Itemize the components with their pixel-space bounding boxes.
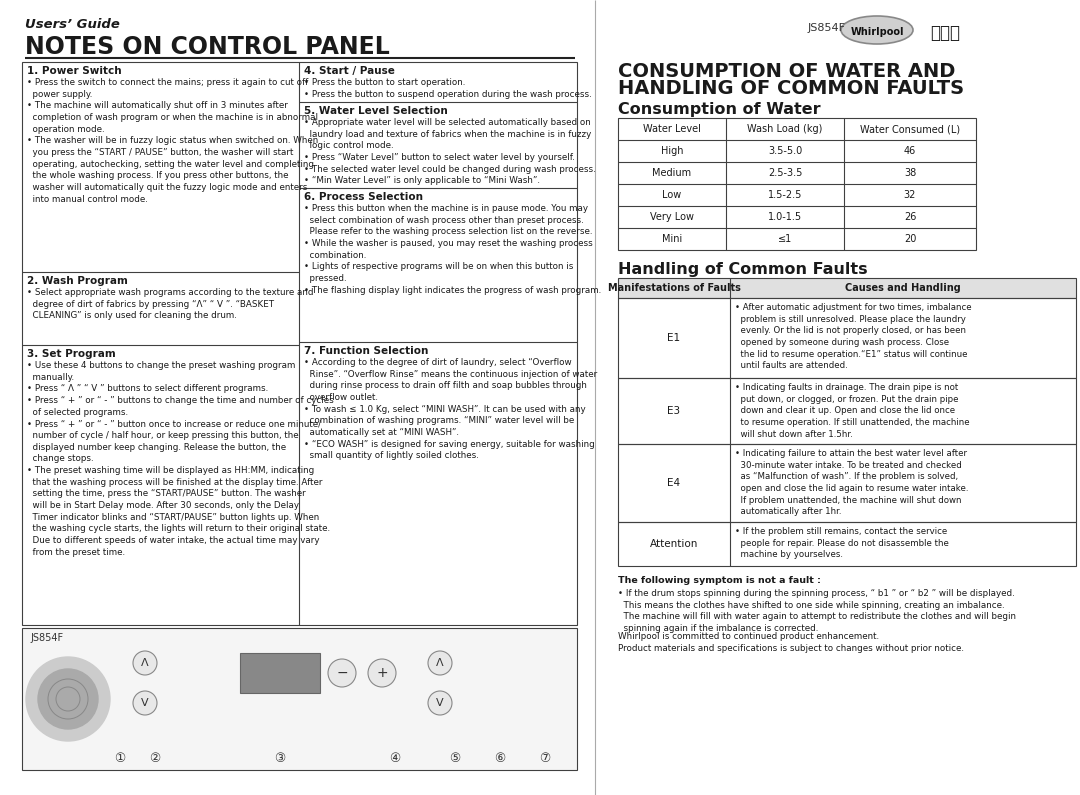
Text: 1. Power Switch: 1. Power Switch	[27, 66, 122, 76]
Text: Handling of Common Faults: Handling of Common Faults	[618, 262, 867, 277]
Text: 38: 38	[904, 168, 916, 178]
Text: ⑤: ⑤	[449, 751, 461, 765]
Text: ⑦: ⑦	[539, 751, 551, 765]
Text: 32: 32	[904, 190, 916, 200]
Text: 4. Start / Pause: 4. Start / Pause	[303, 66, 395, 76]
Text: E1: E1	[667, 333, 680, 343]
Text: Whirlpool: Whirlpool	[850, 27, 904, 37]
Ellipse shape	[841, 16, 913, 44]
Text: • If the problem still remains, contact the service
  people for repair. Please : • If the problem still remains, contact …	[735, 527, 949, 560]
Text: Very Low: Very Low	[650, 212, 694, 222]
Text: ⑥: ⑥	[495, 751, 505, 765]
Text: 1.5-2.5: 1.5-2.5	[768, 190, 802, 200]
Text: The following symptom is not a fault :: The following symptom is not a fault :	[618, 576, 821, 585]
Text: Low: Low	[662, 190, 681, 200]
Text: • Press the button to start operation.
• Press the button to suspend operation d: • Press the button to start operation. •…	[303, 78, 592, 99]
Text: V: V	[141, 698, 149, 708]
Text: • Appropriate water level will be selected automatically based on
  laundry load: • Appropriate water level will be select…	[303, 118, 596, 185]
Text: 2. Wash Program: 2. Wash Program	[27, 276, 127, 286]
Text: • Press the switch to connect the mains; press it again to cut off
  power suppl: • Press the switch to connect the mains;…	[27, 78, 319, 204]
Text: 5. Water Level Selection: 5. Water Level Selection	[303, 106, 448, 116]
Bar	[618, 118, 976, 250]
Text: 20: 20	[904, 234, 916, 244]
Text: JS854F: JS854F	[30, 633, 63, 643]
Text: Manifestations of Faults: Manifestations of Faults	[608, 283, 741, 293]
Text: • Use these 4 buttons to change the preset washing program
  manually.
• Press “: • Use these 4 buttons to change the pres…	[27, 361, 334, 556]
Text: • According to the degree of dirt of laundry, select “Overflow
  Rinse”. “Overfl: • According to the degree of dirt of lau…	[303, 358, 597, 460]
Text: −: −	[336, 666, 348, 680]
Text: • Press this button when the machine is in pause mode. You may
  select combinat: • Press this button when the machine is …	[303, 204, 602, 295]
Bar	[240, 653, 320, 693]
Bar	[618, 522, 1076, 566]
Text: Λ: Λ	[436, 658, 444, 668]
Bar	[618, 378, 1076, 444]
Text: ≤1: ≤1	[778, 234, 792, 244]
Text: +: +	[376, 666, 388, 680]
Circle shape	[133, 691, 157, 715]
Circle shape	[368, 659, 396, 687]
Text: 3.5-5.0: 3.5-5.0	[768, 146, 802, 156]
Text: 3. Set Program: 3. Set Program	[27, 349, 116, 359]
Circle shape	[428, 691, 453, 715]
Circle shape	[26, 657, 110, 741]
Text: • After automatic adjustment for two times, imbalance
  problem is still unresol: • After automatic adjustment for two tim…	[735, 303, 972, 370]
Text: • If the drum stops spinning during the spinning process, “ b1 ” or “ b2 ” will : • If the drum stops spinning during the …	[618, 589, 1016, 633]
Bar	[618, 278, 1076, 298]
Circle shape	[328, 659, 356, 687]
Text: 惠而浦: 惠而浦	[930, 24, 960, 42]
Text: Medium: Medium	[652, 168, 691, 178]
Text: JS854F: JS854F	[808, 23, 846, 33]
Circle shape	[38, 669, 98, 729]
Text: Attention: Attention	[650, 539, 698, 549]
Text: • Select appropriate wash programs according to the texture and
  degree of dirt: • Select appropriate wash programs accor…	[27, 288, 313, 320]
Text: • Indicating faults in drainage. The drain pipe is not
  put down, or clogged, o: • Indicating faults in drainage. The dra…	[735, 383, 970, 439]
Circle shape	[428, 651, 453, 675]
Text: Water Level: Water Level	[643, 124, 701, 134]
Text: 46: 46	[904, 146, 916, 156]
Text: V: V	[436, 698, 444, 708]
Text: ④: ④	[390, 751, 401, 765]
Bar	[22, 628, 577, 770]
Text: Causes and Handling: Causes and Handling	[846, 283, 961, 293]
Text: Wash Load (kg): Wash Load (kg)	[747, 124, 823, 134]
Text: ③: ③	[274, 751, 285, 765]
Circle shape	[133, 651, 157, 675]
Text: ②: ②	[149, 751, 161, 765]
Text: Water Consumed (L): Water Consumed (L)	[860, 124, 960, 134]
Text: Mini: Mini	[662, 234, 683, 244]
Text: High: High	[661, 146, 684, 156]
Text: 6. Process Selection: 6. Process Selection	[303, 192, 423, 202]
Text: Λ: Λ	[141, 658, 149, 668]
Text: NOTES ON CONTROL PANEL: NOTES ON CONTROL PANEL	[25, 35, 390, 59]
Bar	[618, 298, 1076, 378]
Bar	[618, 444, 1076, 522]
Text: E3: E3	[667, 406, 680, 416]
Text: • Indicating failure to attain the best water level after
  30-minute water inta: • Indicating failure to attain the best …	[735, 449, 969, 516]
Text: 1.0-1.5: 1.0-1.5	[768, 212, 802, 222]
Text: Users’ Guide: Users’ Guide	[25, 18, 120, 31]
Text: HANDLING OF COMMON FAULTS: HANDLING OF COMMON FAULTS	[618, 79, 964, 98]
Text: 26: 26	[904, 212, 916, 222]
Text: 7. Function Selection: 7. Function Selection	[303, 346, 429, 356]
Text: ①: ①	[114, 751, 125, 765]
Text: E4: E4	[667, 478, 680, 488]
Text: 2.5-3.5: 2.5-3.5	[768, 168, 802, 178]
Text: Whirlpool is committed to continued product enhancement.
Product materials and s: Whirlpool is committed to continued prod…	[618, 632, 964, 653]
Text: Consumption of Water: Consumption of Water	[618, 102, 821, 117]
Bar	[22, 62, 577, 625]
Text: CONSUMPTION OF WATER AND: CONSUMPTION OF WATER AND	[618, 62, 956, 81]
